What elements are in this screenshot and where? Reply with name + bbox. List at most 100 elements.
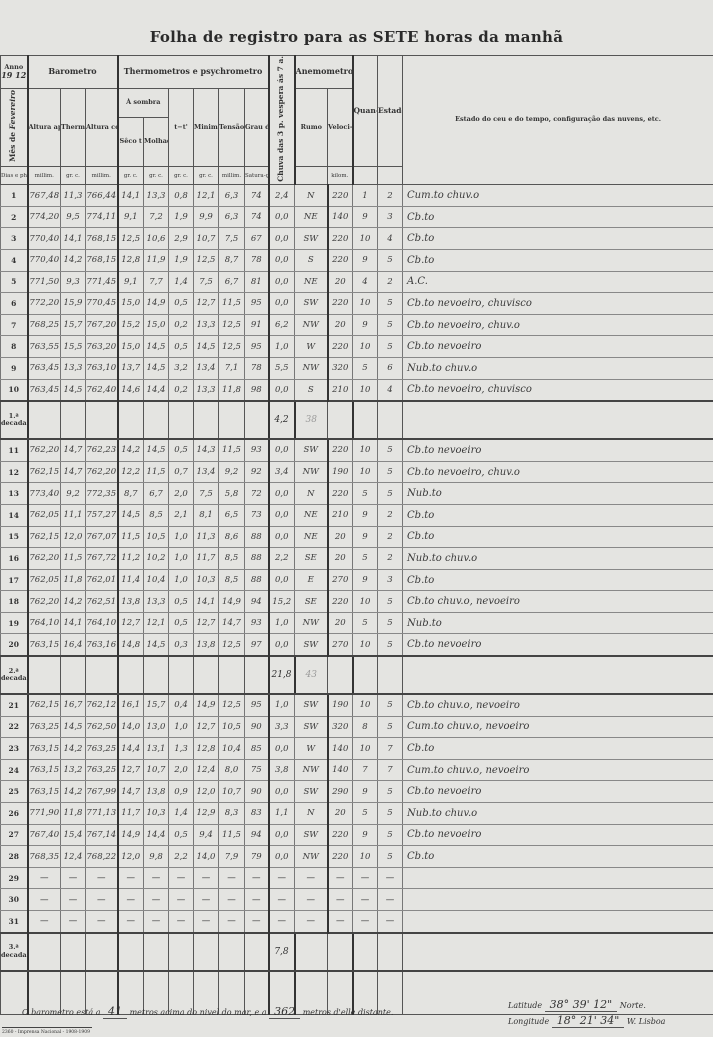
day-number: 13 — [0, 482, 28, 505]
grau-cell: 83 — [244, 802, 269, 825]
remarks-cell: Cb.to chuv.o, nevoeiro — [402, 590, 713, 613]
rumo-header: Rumo — [293, 87, 328, 168]
grau-cell: 95 — [244, 694, 269, 717]
tensao-cell: 12,5 — [218, 694, 245, 717]
table-header: Anno 19 12 Barometro Thermometros e psych… — [0, 54, 713, 186]
table-row: 7 768,25 15,7 767,20 15,2 15,0 0,2 13,3 12,5 91 6,… — [0, 314, 713, 337]
chuva-cell: 0,0 — [267, 206, 295, 229]
unit-blank — [351, 166, 379, 186]
minima-cell: — — [193, 888, 219, 912]
minima-cell: 12,8 — [193, 737, 219, 760]
velocidade-cell: 20 — [326, 547, 354, 570]
tensao-cell: 7,5 — [218, 227, 245, 250]
altura-apparente-cell: 762,20 — [26, 590, 61, 613]
minima-cell: 12,0 — [193, 780, 219, 804]
table-row: 22 763,25 14,5 762,50 14,0 13,0 1,0 12,7 10,5 90 3… — [0, 716, 713, 739]
molhado-cell: 13,3 — [143, 590, 169, 613]
chuva-cell: 5,5 — [267, 357, 295, 380]
thermometro-adjunto-cell: 13,3 — [60, 357, 86, 380]
nuvens-cell: 8 — [352, 716, 379, 739]
thermometro-adjunto-cell: 15,7 — [60, 314, 86, 337]
tensao-cell: 12,5 — [218, 633, 245, 657]
altura-correcta-cell: 766,44 — [85, 184, 118, 207]
seco-cell: 12,7 — [116, 759, 144, 782]
molhado-cell: 14,5 — [143, 633, 169, 657]
nuvens-cell: 10 — [352, 590, 379, 613]
table-row: 31— — — — — — — — — — — — — — — [0, 910, 713, 934]
t-diff-cell: — — [168, 910, 194, 934]
velocidade-cell: 270 — [326, 633, 354, 657]
tensao-cell: 6,5 — [218, 504, 245, 527]
seco-cell: 14,6 — [116, 379, 144, 402]
estado-mar-cell: 3 — [377, 569, 404, 592]
thermometro-adjunto-cell: 9,3 — [60, 271, 86, 294]
thermometro-adjunto-cell: 14,2 — [60, 590, 86, 613]
unit: millim. — [85, 166, 118, 186]
altura-apparente-cell: — — [26, 867, 61, 890]
decade-blank — [377, 400, 404, 441]
rumo-cell: SW — [294, 824, 328, 847]
seco-cell: 11,7 — [116, 802, 144, 825]
t-diff-cell: 1,4 — [168, 802, 194, 825]
nuvens-cell: 10 — [352, 694, 379, 717]
thermometro-adjunto-cell: 14,1 — [60, 227, 86, 250]
thermometro-adjunto-cell: 14,2 — [60, 737, 86, 760]
velocidade-cell: — — [326, 888, 354, 912]
grau-cell: — — [244, 888, 269, 912]
altura-apparente-cell: 763,55 — [26, 335, 61, 358]
table-row: 30— — — — — — — — — — — — — — — [0, 888, 713, 912]
velocidade-cell: 220 — [326, 845, 354, 868]
grau-cell: 88 — [244, 547, 269, 570]
tensao-cell: 8,0 — [218, 759, 245, 782]
remarks-cell: A.C. — [402, 271, 713, 294]
thermometro-adjunto-cell: 14,7 — [60, 461, 86, 484]
minima-cell: 14,9 — [193, 694, 219, 717]
altura-apparente-cell: 763,15 — [26, 633, 61, 657]
altura-correcta-cell: 774,11 — [85, 206, 118, 229]
molhado-cell: 13,0 — [143, 716, 169, 739]
decade-blank — [193, 400, 219, 441]
thermometro-adjunto-cell: — — [60, 867, 86, 890]
day-number: 30 — [0, 888, 28, 912]
minima-cell: 14,1 — [193, 590, 219, 613]
rumo-cell: NE — [294, 206, 328, 229]
nuvens-cell: 9 — [352, 504, 379, 527]
imprint: 2360 - Imprensa Nacional - 1908-1909 — [2, 1027, 92, 1035]
chuva-cell: 0,0 — [267, 633, 295, 657]
altura-apparente-cell: 763,15 — [26, 780, 61, 804]
anno-cell: Anno 19 12 — [0, 55, 28, 89]
tensao-cell: 8,6 — [218, 526, 245, 549]
remarks-cell: Cb.to — [402, 569, 713, 592]
minima-cell: 7,5 — [193, 482, 219, 505]
rumo-cell: S — [294, 379, 328, 402]
minima-cell: 11,3 — [193, 526, 219, 549]
molhado-cell: 8,5 — [143, 504, 169, 527]
decade-blank — [218, 931, 245, 972]
molhado-cell: 14,9 — [143, 292, 169, 315]
velocidade-cell: — — [326, 867, 354, 890]
grau-cell: 72 — [244, 482, 269, 505]
altura-correcta-cell: 757,27 — [85, 504, 118, 527]
table-row: 25 763,15 14,2 767,99 14,7 13,8 0,9 12,0 10,7 90 0… — [0, 780, 713, 804]
remarks-cell: Cum.to chuv.o — [402, 184, 713, 207]
chuva-cell: 3,4 — [267, 461, 295, 484]
velocidade-cell: 320 — [326, 357, 354, 380]
blank-row — [0, 969, 713, 1015]
decade-blank — [85, 931, 118, 972]
seco-cell: 13,8 — [116, 590, 144, 613]
table-row: 26 771,90 11,8 771,13 11,7 10,3 1,4 12,9 8,3 83 1,… — [0, 802, 713, 825]
t-diff-cell: 0,2 — [168, 314, 194, 337]
altura-correcta-cell: 771,45 — [85, 271, 118, 294]
decade-blank — [60, 931, 86, 972]
estado-mar-cell: 5 — [377, 461, 404, 484]
decade-rain-total: 21,8 — [267, 655, 295, 696]
molhado-cell: — — [143, 888, 169, 912]
decade-label: 1.ª decada — [0, 400, 28, 441]
table-row: 11 762,20 14,7 762,23 14,2 14,5 0,5 14,3 11,5 93 0… — [0, 439, 713, 462]
decade-blank — [326, 655, 354, 696]
altura-apparente-cell: 770,40 — [26, 227, 61, 250]
table-row: 16 762,20 11,5 767,72 11,2 10,2 1,0 11,7 8,5 88 2,… — [0, 547, 713, 570]
nuvens-cell: 9 — [352, 780, 379, 804]
velocidade-cell: 190 — [326, 694, 354, 717]
grau-cell: 95 — [244, 292, 269, 315]
